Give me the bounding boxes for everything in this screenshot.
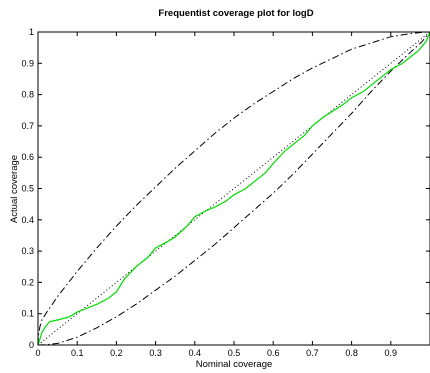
x-tick-label: 0.6 — [267, 348, 280, 358]
x-tick-label: 0.1 — [71, 348, 84, 358]
x-axis-title: Nominal coverage — [196, 359, 273, 370]
actual-coverage-line — [38, 32, 430, 345]
plot-area-frame — [37, 31, 430, 346]
confidence-bound-line-lower — [38, 32, 430, 345]
x-tick-label: 0.5 — [228, 348, 241, 358]
y-tick-label: 0.2 — [21, 277, 34, 287]
y-axis-title: Actual coverage — [9, 155, 20, 223]
y-tick-label: 0.6 — [21, 152, 34, 162]
x-tick-label: 0.8 — [345, 348, 358, 358]
y-tick-label: 0.4 — [21, 215, 34, 225]
x-tick-label: 0.7 — [306, 348, 319, 358]
chart-title: Frequentist coverage plot for logD — [158, 8, 313, 19]
x-tick-label: 0.4 — [189, 348, 202, 358]
y-tick-label: 0.9 — [21, 58, 34, 68]
y-tick-label: 0.1 — [21, 309, 34, 319]
y-tick-label: 0.8 — [21, 90, 34, 100]
reference-diagonal-line — [38, 32, 430, 345]
x-axis: 0 0.1 0.2 0.3 0.4 0.5 0.6 0.7 0.8 0.9 — [35, 32, 397, 358]
y-tick-label: 0.7 — [21, 121, 34, 131]
y-axis: 0 0.1 0.2 0.3 0.4 0.5 0.6 0.7 0.8 0.9 1 — [21, 27, 430, 350]
x-tick-label: 0.9 — [385, 348, 398, 358]
x-tick-label: 0.2 — [110, 348, 123, 358]
x-tick-label: 0 — [35, 348, 40, 358]
confidence-bound-line-upper — [38, 32, 430, 345]
x-tick-label: 0.3 — [149, 348, 162, 358]
y-tick-label: 0 — [29, 340, 34, 350]
y-tick-label: 0.3 — [21, 246, 34, 256]
y-tick-label: 0.5 — [21, 184, 34, 194]
y-tick-label: 1 — [29, 27, 34, 37]
